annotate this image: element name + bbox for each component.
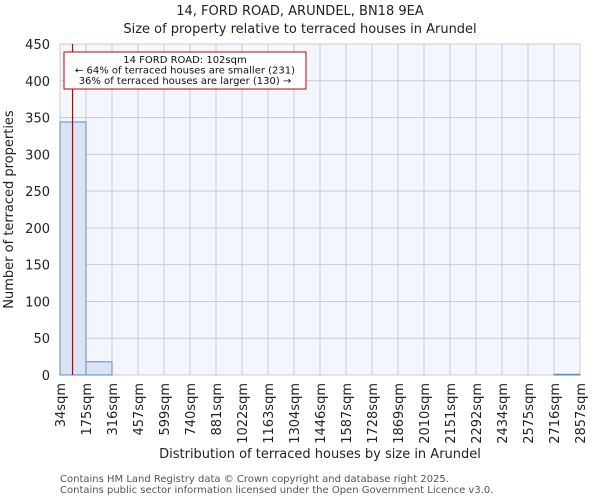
x-tick-label: 740sqm xyxy=(184,383,199,436)
annotation-box xyxy=(63,51,307,90)
x-tick-label: 34sqm xyxy=(54,383,69,427)
x-tick-label: 2151sqm xyxy=(444,383,459,444)
y-tick-label: 50 xyxy=(33,332,50,347)
y-axis-label: Number of terraced properties xyxy=(2,110,17,309)
x-tick-label: 599sqm xyxy=(158,383,173,436)
histogram-bar xyxy=(553,373,581,376)
y-tick-label: 400 xyxy=(25,75,50,90)
x-tick-label: 175sqm xyxy=(80,383,95,436)
x-axis-label: Distribution of terraced houses by size … xyxy=(159,447,481,462)
x-tick-label: 2716sqm xyxy=(548,383,563,444)
x-tick-label: 1587sqm xyxy=(340,383,355,444)
y-tick-label: 350 xyxy=(25,112,50,127)
y-tick-label: 300 xyxy=(25,148,50,163)
x-tick-label: 2857sqm xyxy=(574,383,589,444)
x-tick-label: 2010sqm xyxy=(418,383,433,444)
footer-attribution-2: Contains public sector information licen… xyxy=(60,485,494,496)
x-tick-label: 457sqm xyxy=(132,383,147,436)
x-tick-label: 1022sqm xyxy=(236,383,251,444)
annotation-line: 36% of terraced houses are larger (130) … xyxy=(79,76,292,87)
x-tick-label: 1446sqm xyxy=(314,383,329,444)
histogram-bar xyxy=(85,361,113,376)
chart-subtitle: Size of property relative to terraced ho… xyxy=(123,22,477,37)
x-tick-label: 2575sqm xyxy=(522,383,537,444)
y-tick-label: 0 xyxy=(42,369,50,384)
x-tick-label: 2292sqm xyxy=(470,383,485,444)
x-tick-label: 2434sqm xyxy=(496,383,511,444)
y-tick-label: 450 xyxy=(25,38,50,53)
x-tick-label: 316sqm xyxy=(106,383,121,436)
annotation-line: ← 64% of terraced houses are smaller (23… xyxy=(75,66,295,77)
y-tick-label: 200 xyxy=(25,222,50,237)
x-tick-label: 1163sqm xyxy=(262,383,277,444)
y-tick-label: 150 xyxy=(25,259,50,274)
y-tick-label: 100 xyxy=(25,295,50,310)
chart-title: 14, FORD ROAD, ARUNDEL, BN18 9EA xyxy=(176,4,424,19)
annotation-line: 14 FORD ROAD: 102sqm xyxy=(123,55,246,66)
x-tick-label: 1728sqm xyxy=(366,383,381,444)
x-tick-label: 881sqm xyxy=(210,383,225,436)
y-tick-label: 250 xyxy=(25,185,50,200)
x-tick-label: 1869sqm xyxy=(392,383,407,444)
x-tick-label: 1304sqm xyxy=(288,383,303,444)
footer-attribution-1: Contains HM Land Registry data © Crown c… xyxy=(60,474,449,485)
